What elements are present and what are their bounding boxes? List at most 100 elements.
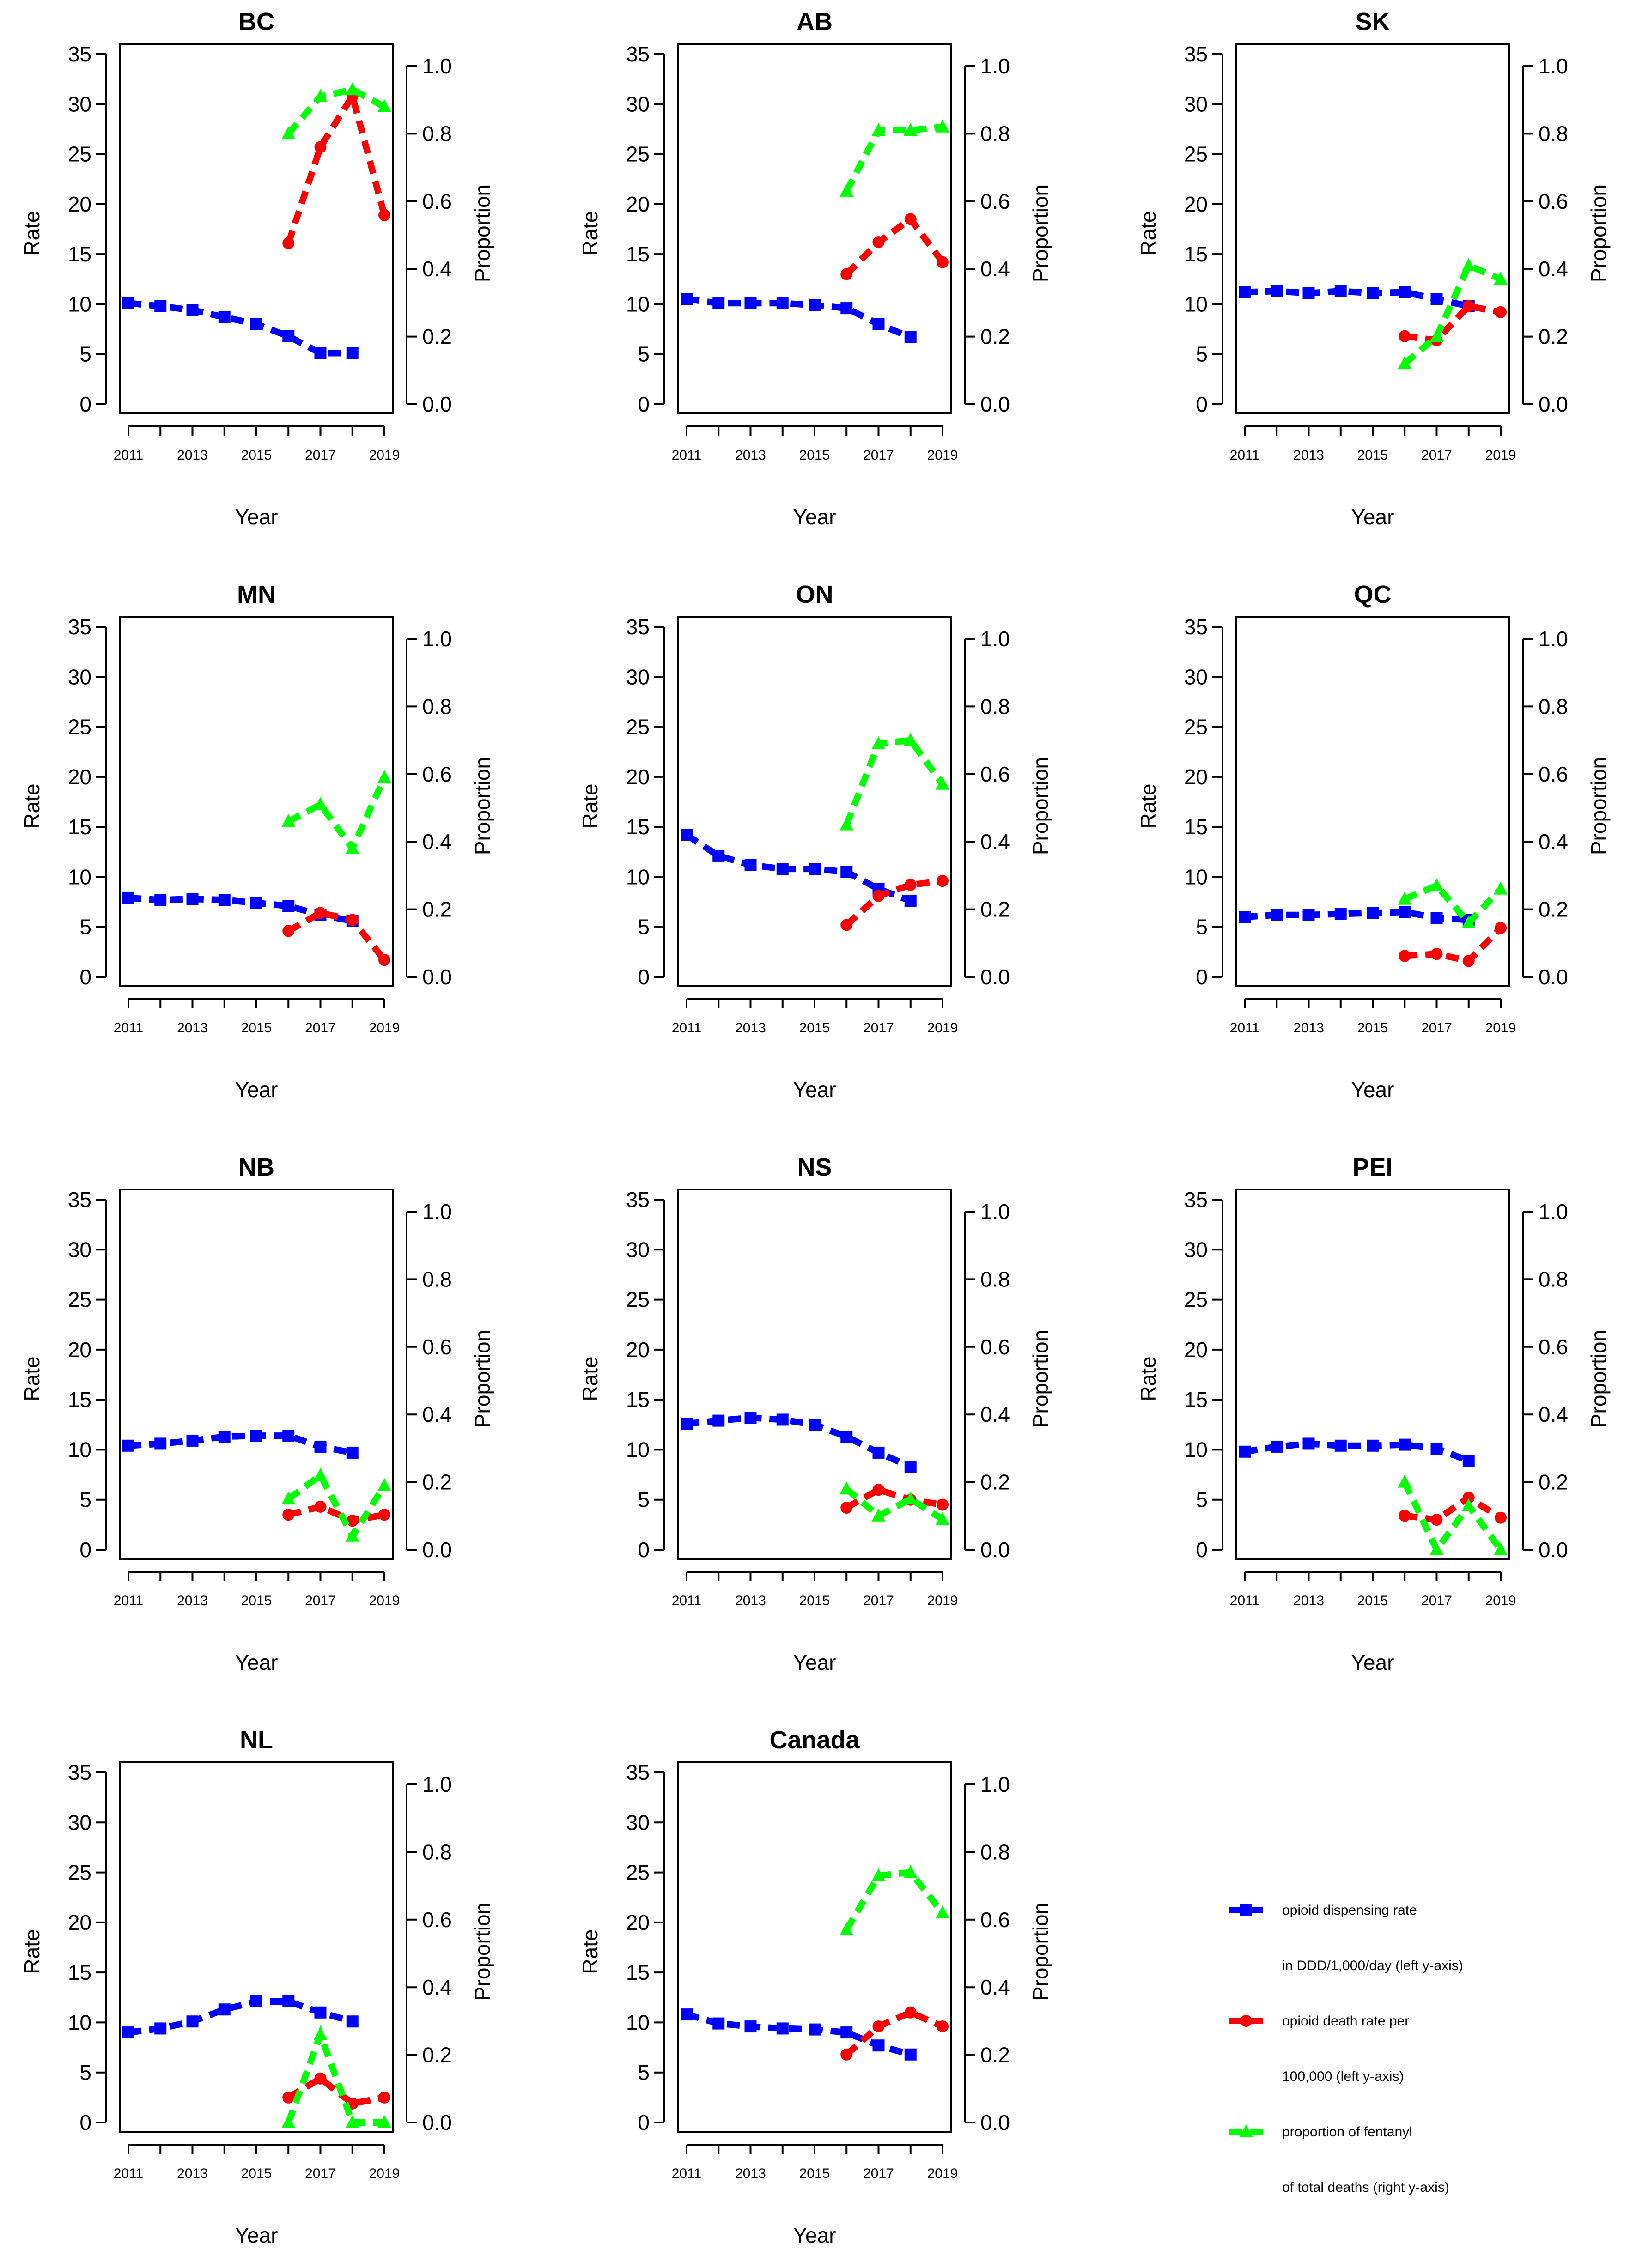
point-fentanyl [871, 123, 886, 136]
point-dispensing [809, 299, 821, 311]
right-tick-label: 1.0 [1539, 54, 1568, 78]
point-fentanyl [313, 1468, 328, 1481]
right-tick-label: 0.2 [422, 325, 452, 349]
point-death [378, 1509, 390, 1521]
y2-axis-label: Proportion [1587, 1330, 1611, 1428]
point-death [1495, 922, 1507, 934]
legend-label-dispensing: opioid dispensing rate [1282, 1903, 1417, 1918]
point-death [872, 1484, 885, 1496]
right-tick-label: 0.4 [980, 1975, 1010, 1999]
point-dispensing [1302, 287, 1315, 299]
right-tick-label: 0.2 [422, 1470, 452, 1494]
left-tick-label: 5 [638, 342, 650, 366]
point-fentanyl [903, 123, 918, 136]
left-tick-label: 5 [638, 2061, 650, 2085]
point-death [1399, 330, 1411, 342]
point-dispensing [282, 1995, 295, 2007]
left-tick-label: 35 [626, 42, 650, 66]
right-tick-label: 0.6 [422, 1908, 452, 1932]
left-tick-label: 15 [626, 815, 650, 839]
left-tick-label: 20 [626, 1910, 650, 1934]
right-tick-label: 0.2 [1539, 897, 1568, 922]
panel-nl: NL 0 5 10 15 20 25 30 35 0.0 0.2 0.4 0.6 0.8 1.0 2011 20… [20, 1726, 494, 2247]
left-tick-label: 10 [68, 1437, 91, 1461]
bottom-tick-label: 2019 [369, 448, 400, 463]
right-tick-label: 0.4 [1539, 257, 1568, 281]
bottom-tick-label: 2019 [1485, 448, 1516, 463]
point-dispensing [681, 1418, 693, 1430]
left-tick-label: 15 [68, 1388, 91, 1412]
left-tick-label: 0 [79, 1538, 91, 1562]
left-tick-label: 15 [626, 242, 650, 266]
right-tick-label: 0.6 [422, 1335, 452, 1359]
bottom-tick-label: 2015 [241, 448, 272, 463]
point-dispensing [1399, 286, 1411, 298]
right-tick-label: 0.8 [980, 694, 1010, 718]
left-tick-label: 25 [1184, 142, 1208, 166]
point-dispensing [250, 1995, 262, 2007]
panel-qc: QC 0 5 10 15 20 25 30 35 0.0 0.2 0.4 0.6 0.8 1.0 2011 20… [1136, 581, 1611, 1102]
y-axis-label: Rate [578, 211, 602, 255]
legend-marker-fentanyl [1239, 2124, 1253, 2137]
bottom-tick-label: 2015 [799, 1593, 830, 1608]
right-tick-label: 0.8 [980, 1840, 1010, 1864]
point-death [937, 1498, 949, 1511]
bottom-tick-label: 2015 [241, 1593, 272, 1608]
panel-title: ON [796, 581, 833, 608]
y-axis-label: Rate [1136, 1356, 1160, 1401]
left-tick-label: 5 [1196, 915, 1208, 939]
point-dispensing [282, 900, 295, 912]
left-tick-label: 35 [68, 1188, 91, 1212]
point-fentanyl [936, 119, 949, 133]
right-tick-label: 0.0 [422, 2110, 452, 2135]
x-axis-label: Year [793, 1078, 836, 1102]
bottom-tick-label: 2011 [1230, 448, 1260, 463]
point-dispensing [1271, 909, 1283, 921]
plot-frame [677, 43, 952, 414]
y2-axis-label: Proportion [1028, 1330, 1052, 1428]
plot-frame [119, 616, 394, 987]
right-tick-label: 1.0 [422, 1772, 452, 1796]
right-tick-label: 0.2 [980, 897, 1010, 922]
point-dispensing [1367, 287, 1379, 299]
plot-frame [119, 1761, 394, 2133]
x-axis-label: Year [235, 1650, 278, 1674]
point-fentanyl [1398, 1474, 1412, 1488]
point-dispensing [122, 297, 134, 309]
series-line-fentanyl [286, 86, 386, 136]
point-fentanyl [1461, 258, 1476, 271]
x-axis-label: Year [1351, 1650, 1394, 1674]
right-tick-label: 0.2 [422, 2043, 452, 2067]
right-tick-label: 0.8 [422, 694, 452, 718]
point-death [1430, 1514, 1443, 1526]
point-dispensing [872, 2039, 885, 2052]
right-tick-label: 0.2 [1539, 1470, 1568, 1494]
point-death [872, 2020, 885, 2033]
panel-title: AB [797, 8, 833, 36]
bottom-tick-label: 2011 [672, 1593, 702, 1608]
point-dispensing [1430, 1443, 1443, 1455]
left-tick-label: 20 [1184, 1338, 1208, 1362]
point-dispensing [1430, 293, 1443, 305]
left-tick-label: 20 [626, 1338, 650, 1362]
point-dispensing [122, 1439, 134, 1452]
legend-sublabel-death: 100,000 (left y-axis) [1282, 2069, 1404, 2084]
point-dispensing [346, 2015, 359, 2028]
point-death [314, 907, 327, 919]
point-dispensing [712, 2017, 725, 2030]
bottom-tick-label: 2017 [863, 1593, 894, 1608]
x-axis-label: Year [793, 505, 836, 529]
point-death [1399, 950, 1411, 962]
series-line-death [287, 1503, 385, 1524]
point-death [937, 256, 949, 268]
left-tick-label: 0 [1196, 392, 1208, 416]
point-dispensing [776, 1413, 789, 1426]
y-axis-label: Rate [20, 1929, 44, 1974]
point-dispensing [1239, 286, 1251, 298]
left-tick-label: 25 [626, 1288, 650, 1312]
y-axis-label: Rate [578, 783, 602, 828]
y-axis-label: Rate [20, 783, 44, 828]
bottom-tick-label: 2013 [735, 1020, 766, 1036]
point-death [314, 2072, 327, 2085]
point-dispensing [1271, 285, 1283, 297]
